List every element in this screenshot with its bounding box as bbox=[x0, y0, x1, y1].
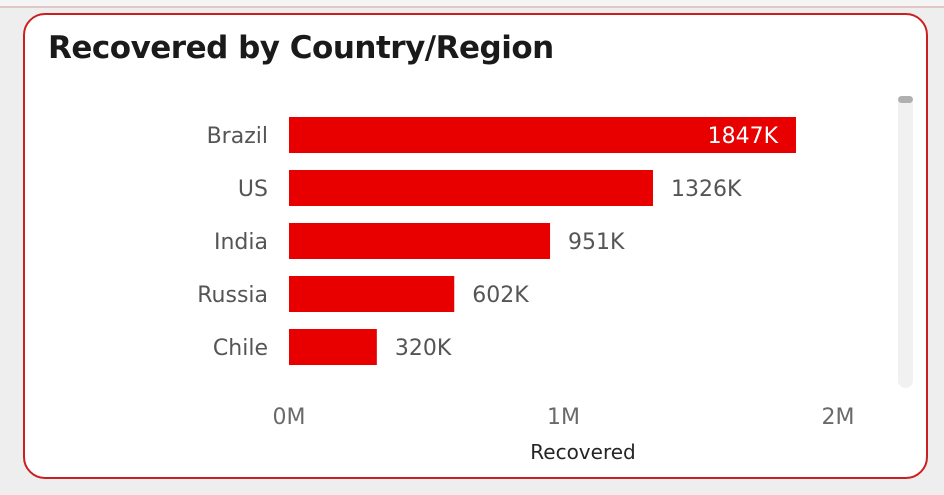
x-axis-title: Recovered bbox=[530, 440, 635, 464]
category-label-brazil: Brazil bbox=[207, 124, 268, 149]
bar-brazil[interactable] bbox=[289, 117, 797, 153]
category-label-russia: Russia bbox=[197, 283, 268, 308]
bar-russia[interactable] bbox=[289, 276, 455, 312]
x-tick-label-2m: 2M bbox=[822, 405, 855, 430]
data-label-brazil: 1847K bbox=[708, 124, 779, 149]
chart-title: Recovered by Country/Region bbox=[48, 30, 554, 66]
data-label-india: 951K bbox=[568, 230, 625, 255]
bar-us[interactable] bbox=[289, 170, 653, 206]
top-divider bbox=[0, 0, 944, 8]
data-label-russia: 602K bbox=[472, 283, 529, 308]
scrollbar-thumb[interactable] bbox=[898, 96, 913, 103]
bars-layer bbox=[289, 117, 797, 365]
x-tick-label-0m: 0M bbox=[273, 405, 306, 430]
category-label-chile: Chile bbox=[213, 336, 268, 361]
bar-chile[interactable] bbox=[289, 329, 377, 365]
category-label-india: India bbox=[214, 230, 268, 255]
category-label-us: US bbox=[238, 177, 268, 202]
bar-india[interactable] bbox=[289, 223, 551, 259]
x-axis-ticks: 0M 1M 2M bbox=[273, 405, 855, 430]
data-labels: 1847K 1326K 951K 602K 320K bbox=[395, 124, 779, 361]
data-label-us: 1326K bbox=[671, 177, 742, 202]
vertical-scrollbar[interactable] bbox=[898, 96, 913, 388]
x-tick-label-1m: 1M bbox=[547, 405, 580, 430]
data-label-chile: 320K bbox=[395, 336, 452, 361]
category-labels: Brazil US India Russia Chile bbox=[197, 124, 268, 361]
